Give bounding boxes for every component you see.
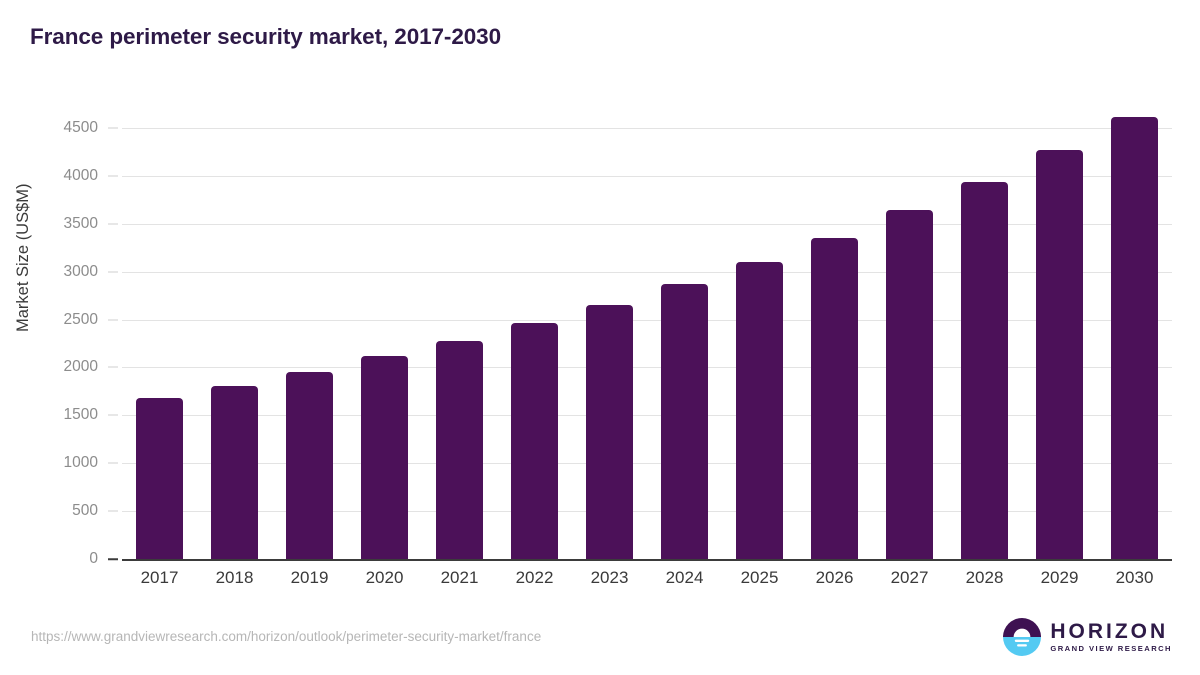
y-tick-label: 2000 — [63, 358, 98, 376]
gridline-3000 — [122, 271, 1172, 273]
gridline-1000 — [122, 463, 1172, 465]
y-tick-label: 4500 — [63, 118, 98, 136]
y-tick-label: 4000 — [63, 166, 98, 184]
y-tick-mark — [108, 271, 118, 273]
x-tick-label-2025: 2025 — [740, 568, 779, 587]
x-tick-label-2018: 2018 — [215, 568, 254, 587]
bar-2018[interactable] — [211, 386, 258, 559]
gridline-1500 — [122, 415, 1172, 417]
horizon-sun-circle-icon — [1003, 618, 1042, 656]
y-tick-mark — [108, 510, 118, 512]
bar-2021[interactable] — [436, 340, 483, 559]
logo-wordmark: HORIZON — [1050, 620, 1169, 644]
gridline-2500 — [122, 319, 1172, 321]
x-tick-label-2024: 2024 — [665, 568, 704, 587]
plot-area — [122, 104, 1172, 561]
x-tick-label-2026: 2026 — [815, 568, 854, 587]
x-tick-label-2019: 2019 — [290, 568, 329, 587]
x-tick-label-2023: 2023 — [590, 568, 629, 587]
gridline-500 — [122, 511, 1172, 513]
y-tick-mark — [108, 127, 118, 129]
x-tick-label-2029: 2029 — [1040, 568, 1079, 587]
bar-2023[interactable] — [586, 304, 633, 559]
y-tick-label: 2500 — [63, 310, 98, 328]
x-tick-label-2020: 2020 — [365, 568, 404, 587]
bar-2029[interactable] — [1036, 150, 1083, 559]
logo-text: HORIZON GRAND VIEW RESEARCH — [1050, 621, 1172, 653]
logo-tagline: GRAND VIEW RESEARCH — [1050, 644, 1172, 654]
bar-2017[interactable] — [136, 398, 183, 559]
y-tick-label: 500 — [72, 502, 98, 520]
bar-2024[interactable] — [661, 283, 708, 559]
gridline-4000 — [122, 175, 1172, 177]
y-tick-mark — [108, 462, 118, 464]
bar-2027[interactable] — [886, 210, 933, 559]
brand-logo: HORIZON GRAND VIEW RESEARCH — [1003, 618, 1172, 656]
bar-2020[interactable] — [361, 356, 408, 559]
y-tick-mark — [108, 414, 118, 416]
bar-2030[interactable] — [1111, 117, 1158, 559]
x-tick-label-2017: 2017 — [140, 568, 179, 587]
bar-2028[interactable] — [961, 182, 1008, 559]
y-tick-mark — [108, 366, 118, 368]
y-axis-title: Market Size (US$M) — [14, 183, 32, 332]
bar-2026[interactable] — [811, 237, 858, 559]
x-tick-label-2030: 2030 — [1115, 568, 1154, 587]
bar-series — [122, 104, 1172, 559]
x-tick-label-2021: 2021 — [440, 568, 479, 587]
y-tick-label: 3500 — [63, 214, 98, 232]
gridline-2000 — [122, 367, 1172, 369]
y-tick-label: 3000 — [63, 262, 98, 280]
source-url[interactable]: https://www.grandviewresearch.com/horizo… — [31, 629, 542, 644]
y-tick-mark — [108, 175, 118, 177]
bar-2022[interactable] — [511, 322, 558, 559]
x-tick-label-2027: 2027 — [890, 568, 929, 587]
y-tick-label: 1500 — [63, 406, 98, 424]
y-tick-mark — [108, 558, 118, 560]
bar-2019[interactable] — [286, 371, 333, 559]
gridline-0 — [122, 559, 1172, 561]
x-tick-label-2028: 2028 — [965, 568, 1004, 587]
y-tick-mark — [108, 223, 118, 225]
gridline-3500 — [122, 223, 1172, 225]
x-tick-label-2022: 2022 — [515, 568, 554, 587]
bar-2025[interactable] — [736, 261, 783, 559]
page-title: France perimeter security market, 2017-2… — [30, 24, 501, 49]
y-tick-label: 0 — [89, 550, 98, 567]
y-tick-mark — [108, 319, 118, 321]
gridline-4500 — [122, 127, 1172, 129]
y-tick-label: 1000 — [63, 454, 98, 472]
